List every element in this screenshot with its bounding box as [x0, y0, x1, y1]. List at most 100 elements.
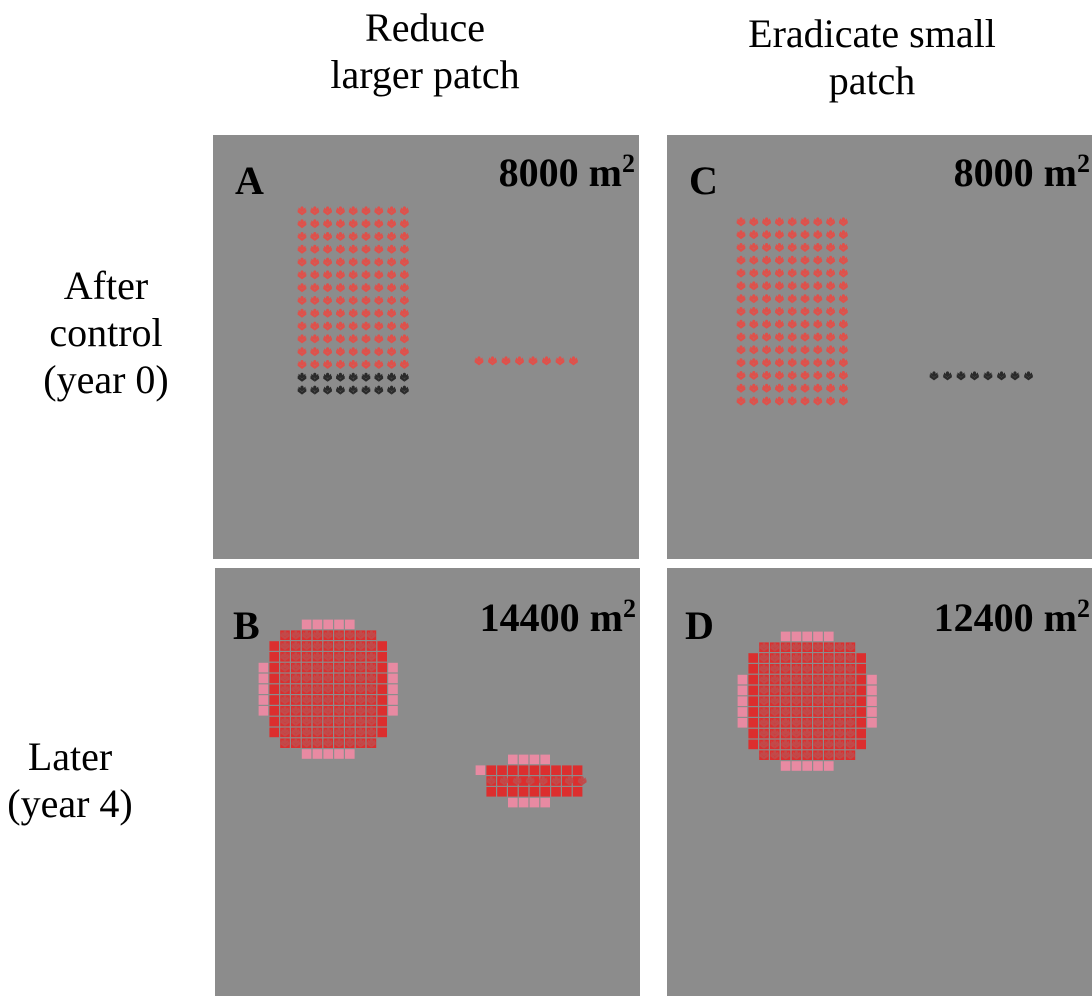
weed-plant-icon: [736, 371, 746, 380]
infested-cell-square: [856, 685, 866, 696]
weed-plant-icon: [400, 372, 409, 382]
infested-cell-square: [737, 718, 748, 728]
infested-cell-square: [856, 674, 866, 685]
infested-cell-square: [737, 707, 748, 717]
weed-plant-icon: [759, 653, 769, 663]
weed-plant-icon: [334, 641, 344, 651]
weed-plant-icon: [525, 776, 535, 786]
weed-plant-icon: [762, 332, 771, 342]
weed-plant-icon: [813, 230, 823, 240]
weed-plant-icon: [749, 396, 759, 406]
weed-plant-icon: [297, 347, 307, 357]
weed-plant-icon: [839, 268, 848, 278]
weed-plant-icon: [356, 663, 365, 672]
infested-cell-square: [551, 787, 561, 797]
weed-plant-icon: [387, 360, 396, 369]
infested-cell-square: [737, 674, 748, 685]
weed-plant-icon: [787, 294, 797, 304]
weed-plant-icon: [310, 334, 320, 344]
weed-plant-icon: [302, 663, 311, 672]
weed-plant-icon: [759, 675, 769, 684]
weed-plant-icon: [280, 652, 290, 662]
infested-cell-square: [867, 696, 877, 706]
weed-plant-icon: [846, 696, 855, 706]
weed-plant-icon: [839, 255, 848, 265]
weed-plant-icon: [787, 243, 797, 252]
weed-plant-icon: [361, 308, 371, 318]
weed-plant-icon: [775, 396, 784, 406]
weed-plant-icon: [334, 630, 344, 640]
infested-cell-square: [529, 754, 540, 765]
infested-cell-square: [508, 787, 518, 797]
weed-plant-icon: [826, 307, 835, 316]
weed-plant-icon: [792, 750, 801, 760]
weed-plant-icon: [787, 255, 797, 265]
weed-plant-icon: [348, 372, 358, 382]
infested-cell-square: [780, 750, 791, 760]
weed-plant-icon: [813, 396, 823, 406]
weed-plant-icon: [802, 707, 812, 717]
weed-plant-icon: [302, 652, 311, 662]
weed-plant-icon: [336, 334, 345, 344]
weed-plant-icon: [387, 283, 396, 293]
weed-plant-icon: [356, 695, 365, 705]
infested-cell-square: [867, 674, 877, 685]
weed-plant-icon: [348, 244, 358, 254]
weed-plant-icon: [781, 707, 790, 717]
weed-plant-icon: [323, 641, 333, 651]
weed-plant-icon: [387, 232, 396, 241]
weed-plant-icon: [374, 347, 384, 357]
weed-plant-icon: [826, 281, 835, 291]
panel-d-area-value: 12400 m: [933, 595, 1077, 640]
weed-plant-icon: [551, 776, 561, 786]
weed-plant-icon: [348, 347, 358, 357]
weed-plant-icon: [792, 675, 801, 684]
weed-plant-icon: [302, 695, 311, 705]
infested-cell-square: [748, 728, 758, 739]
weed-plant-icon: [792, 696, 801, 706]
infested-cell-square: [497, 765, 507, 775]
weed-plant-icon: [749, 255, 759, 265]
panel-a-map: [297, 206, 578, 395]
panel-d: D 12400 m2: [667, 568, 1092, 996]
weed-plant-icon: [310, 257, 320, 267]
weed-plant-icon: [813, 243, 823, 252]
weed-plant-icon: [802, 685, 812, 695]
weed-plant-icon: [356, 717, 365, 726]
weed-plant-icon: [297, 334, 307, 344]
weed-plant-icon: [356, 706, 365, 716]
infested-cell-square: [377, 706, 387, 716]
weed-plant-icon: [749, 371, 759, 380]
weed-plant-icon: [387, 270, 396, 280]
weed-plant-icon: [846, 664, 855, 674]
infested-cell-square: [748, 718, 758, 728]
weed-plant-icon: [956, 371, 966, 381]
weed-plant-icon: [387, 308, 396, 318]
weed-plant-icon: [736, 307, 746, 316]
weed-plant-icon: [813, 294, 823, 304]
weed-plant-icon: [387, 219, 396, 229]
weed-plant-icon: [323, 244, 332, 254]
infested-cell-square: [269, 727, 279, 738]
weed-plant-icon: [387, 334, 396, 344]
weed-plant-icon: [826, 268, 835, 278]
weed-plant-icon: [787, 332, 797, 342]
weed-plant-icon: [387, 296, 396, 305]
infested-cell-square: [780, 664, 791, 674]
infested-cell-square: [377, 716, 387, 727]
weed-plant-icon: [824, 675, 834, 684]
weed-plant-icon: [323, 673, 333, 683]
infested-cell-square: [518, 765, 529, 775]
weed-plant-icon: [297, 385, 307, 395]
infested-cell-square: [791, 761, 802, 771]
weed-plant-icon: [839, 396, 848, 406]
weed-plant-icon: [846, 718, 855, 728]
weed-plant-icon: [356, 684, 365, 694]
weed-plant-icon: [813, 371, 823, 380]
weed-plant-icon: [334, 673, 344, 683]
weed-plant-icon: [323, 372, 332, 382]
weed-plant-icon: [323, 717, 333, 726]
weed-plant-icon: [348, 270, 358, 280]
infested-cell-square: [748, 685, 758, 696]
infested-cell-square: [540, 765, 550, 775]
